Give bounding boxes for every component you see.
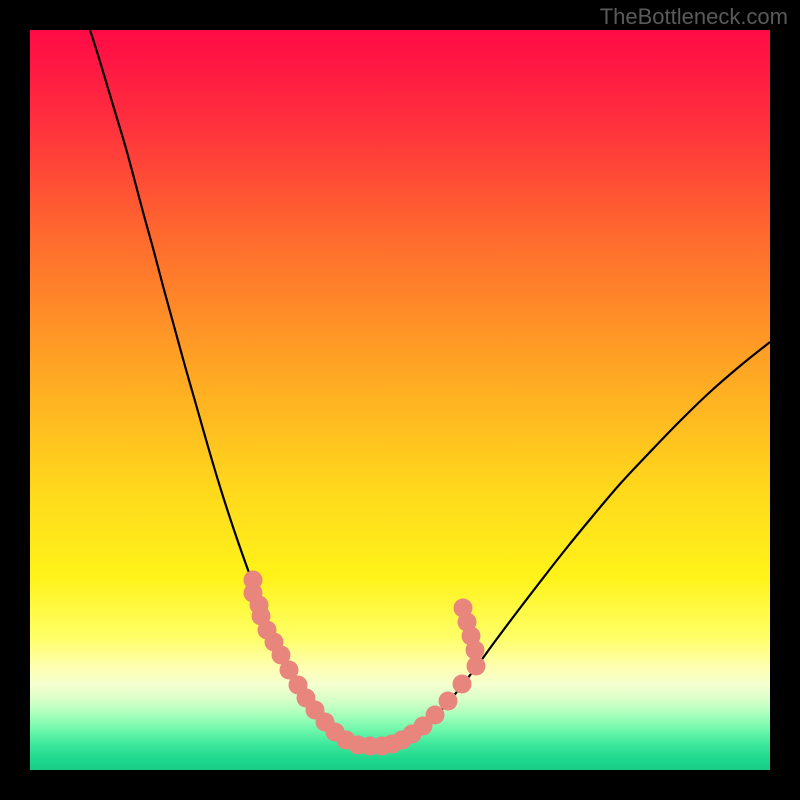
chart-container bbox=[30, 30, 770, 770]
watermark-text: TheBottleneck.com bbox=[600, 4, 788, 30]
data-marker bbox=[439, 692, 458, 711]
data-marker bbox=[454, 599, 473, 618]
chart-svg bbox=[30, 30, 770, 770]
data-marker bbox=[426, 706, 445, 725]
data-marker bbox=[453, 675, 472, 694]
gradient-background bbox=[30, 30, 770, 770]
